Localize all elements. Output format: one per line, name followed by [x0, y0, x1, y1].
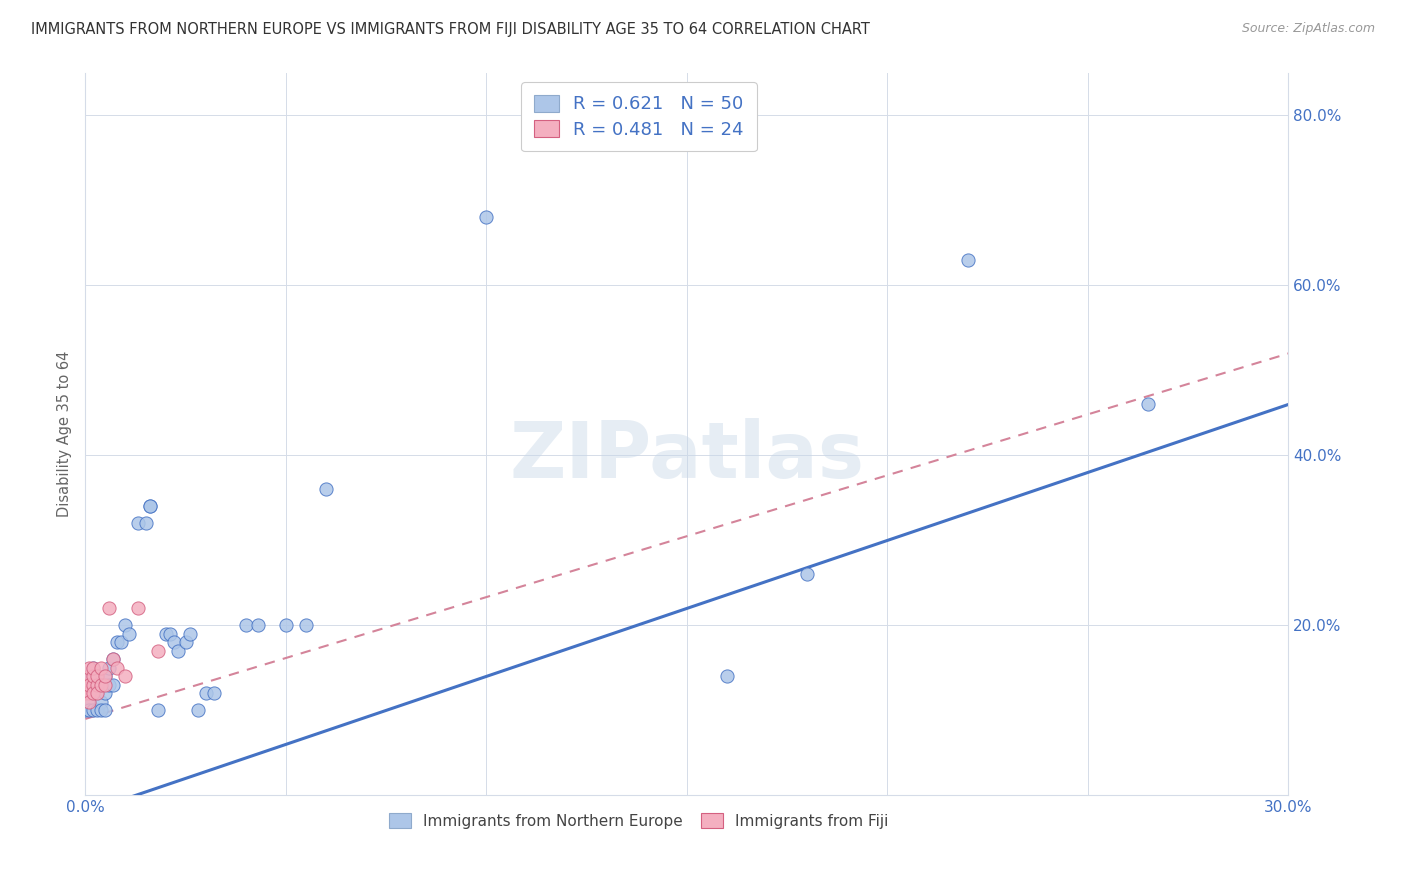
Point [295, 618, 318, 632]
Y-axis label: Disability Age 35 to 64: Disability Age 35 to 64 [58, 351, 72, 517]
Point [86, 669, 108, 683]
Point [79, 678, 101, 692]
Text: IMMIGRANTS FROM NORTHERN EUROPE VS IMMIGRANTS FROM FIJI DISABILITY AGE 35 TO 64 : IMMIGRANTS FROM NORTHERN EUROPE VS IMMIG… [31, 22, 870, 37]
Point [103, 652, 125, 666]
Point [98, 661, 121, 675]
Point [86, 678, 108, 692]
Point [90, 678, 112, 692]
Point [79, 669, 101, 683]
Point [103, 652, 125, 666]
Point [94, 678, 117, 692]
Point [166, 644, 188, 658]
Point [138, 500, 160, 514]
Point [202, 686, 225, 700]
Point [75, 703, 97, 717]
Point [187, 703, 209, 717]
Point [155, 627, 177, 641]
Point [82, 661, 104, 675]
Point [79, 669, 101, 683]
Point [75, 686, 97, 700]
Point [274, 618, 297, 632]
Point [315, 483, 337, 497]
Point [79, 661, 101, 675]
Point [86, 669, 108, 683]
Point [107, 635, 129, 649]
Point [90, 695, 112, 709]
Point [796, 567, 818, 582]
Legend: Immigrants from Northern Europe, Immigrants from Fiji: Immigrants from Northern Europe, Immigra… [384, 807, 894, 835]
Point [107, 661, 129, 675]
Point [146, 703, 169, 717]
Point [79, 703, 101, 717]
Point [82, 703, 104, 717]
Point [90, 661, 112, 675]
Point [82, 686, 104, 700]
Point [79, 695, 101, 709]
Point [138, 500, 160, 514]
Point [174, 635, 197, 649]
Point [179, 627, 201, 641]
Point [1137, 397, 1160, 411]
Point [79, 686, 101, 700]
Point [716, 669, 738, 683]
Point [79, 678, 101, 692]
Point [103, 678, 125, 692]
Point [162, 635, 184, 649]
Point [194, 686, 217, 700]
Point [94, 686, 117, 700]
Point [82, 678, 104, 692]
Point [82, 678, 104, 692]
Point [118, 627, 141, 641]
Point [90, 678, 112, 692]
Point [146, 644, 169, 658]
Point [475, 211, 498, 225]
Point [94, 669, 117, 683]
Point [956, 252, 979, 267]
Point [94, 669, 117, 683]
Point [127, 601, 149, 615]
Point [90, 703, 112, 717]
Point [82, 669, 104, 683]
Point [75, 678, 97, 692]
Point [135, 516, 157, 531]
Point [86, 686, 108, 700]
Text: ZIPatlas: ZIPatlas [509, 417, 865, 494]
Point [246, 618, 269, 632]
Point [110, 635, 132, 649]
Point [86, 703, 108, 717]
Point [82, 661, 104, 675]
Point [114, 618, 136, 632]
Point [94, 703, 117, 717]
Point [98, 678, 121, 692]
Point [235, 618, 257, 632]
Point [127, 516, 149, 531]
Point [159, 627, 181, 641]
Point [86, 686, 108, 700]
Point [82, 686, 104, 700]
Point [114, 669, 136, 683]
Point [79, 695, 101, 709]
Text: Source: ZipAtlas.com: Source: ZipAtlas.com [1241, 22, 1375, 36]
Point [98, 601, 121, 615]
